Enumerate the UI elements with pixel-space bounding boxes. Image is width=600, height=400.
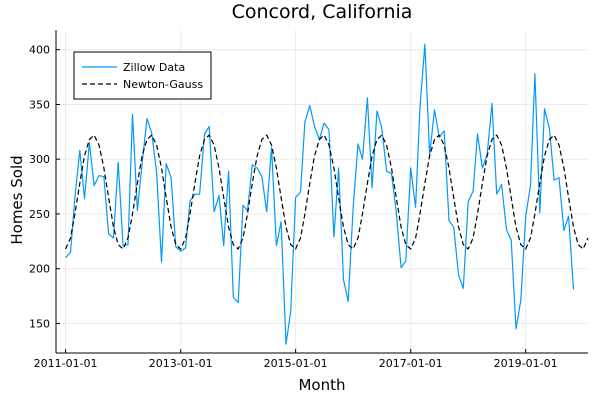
- legend-label-newton-gauss: Newton-Gauss: [123, 78, 203, 91]
- y-tick-label: 150: [29, 317, 50, 330]
- x-tick-label: 2011-01-01: [34, 357, 98, 370]
- y-axis-label: Homes Sold: [8, 155, 26, 244]
- y-tick-label: 250: [29, 208, 50, 221]
- x-tick-label: 2017-01-01: [379, 357, 443, 370]
- x-axis-label: Month: [298, 376, 345, 394]
- plot-area: [65, 43, 589, 345]
- y-tick-label: 400: [29, 44, 50, 57]
- grid: [56, 30, 588, 353]
- chart-title: Concord, California: [232, 1, 413, 23]
- legend-label-zillow: Zillow Data: [123, 61, 185, 74]
- x-tick-label: 2019-01-01: [494, 357, 558, 370]
- y-tick-label: 200: [29, 263, 50, 276]
- legend: Zillow Data Newton-Gauss: [73, 51, 212, 100]
- x-tick-label: 2013-01-01: [149, 357, 213, 370]
- y-tick-label: 350: [29, 98, 50, 111]
- series-line-newton-gauss: [65, 134, 589, 250]
- y-axis-ticks: 150 200 250 300 350 400: [29, 44, 60, 330]
- x-axis-ticks: 2011-01-01 2013-01-01 2015-01-01 2017-01-01…: [34, 349, 558, 370]
- legend-box: [73, 51, 212, 100]
- x-tick-label: 2015-01-01: [264, 357, 328, 370]
- y-tick-label: 300: [29, 153, 50, 166]
